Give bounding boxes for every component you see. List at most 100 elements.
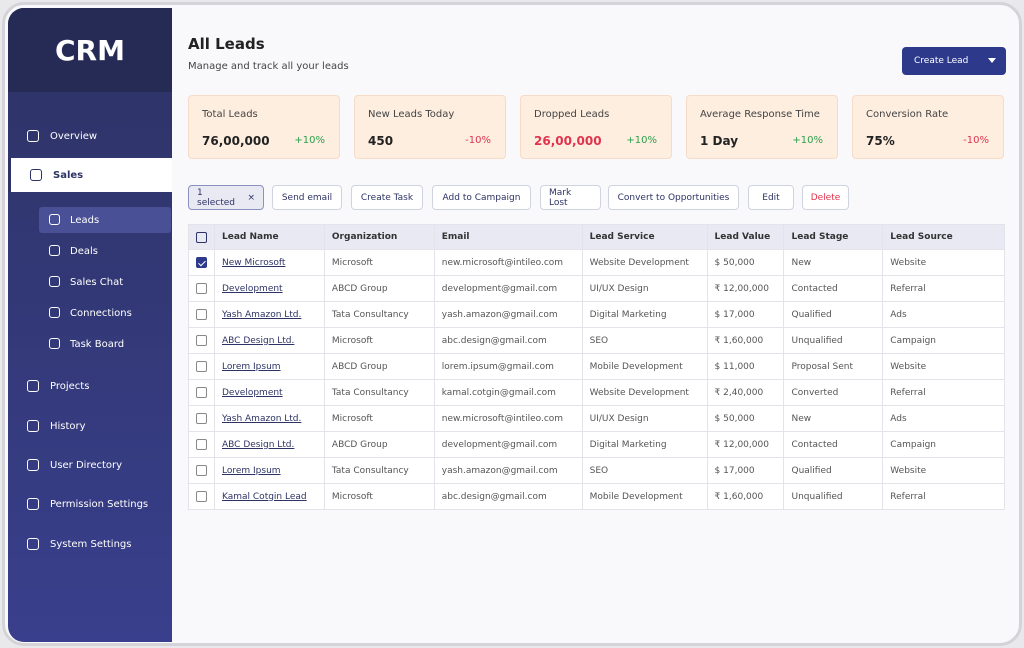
table-row: ABC Design Ltd. ABCD Group development@gma… — [188, 431, 1005, 458]
nav-item[interactable]: Projects — [8, 369, 172, 403]
table-cell: Converted — [783, 379, 884, 406]
checkbox-cell — [188, 379, 215, 406]
sub-nav-item[interactable]: Sales Chat — [39, 269, 171, 295]
action-button[interactable]: Edit — [748, 185, 794, 210]
row-checkbox[interactable] — [196, 491, 207, 502]
nav-icon — [27, 130, 39, 142]
nav-label: Sales — [53, 169, 84, 181]
lead-name-link[interactable]: Yash Amazon Ltd. — [222, 413, 302, 424]
lead-name-link[interactable]: ABC Design Ltd. — [222, 335, 295, 346]
row-checkbox[interactable] — [196, 465, 207, 476]
sub-nav-item[interactable]: Leads — [39, 207, 171, 233]
cell-text: ₹ 1,60,000 — [714, 491, 764, 502]
table-cell: Campaign — [882, 431, 1005, 458]
row-checkbox[interactable] — [196, 413, 207, 424]
cell-text: Qualified — [791, 465, 832, 476]
lead-name-link[interactable]: ABC Design Ltd. — [222, 439, 295, 450]
column-header: Lead Name — [214, 224, 325, 250]
table-cell: Digital Marketing — [581, 301, 708, 328]
table-cell: Qualified — [783, 301, 884, 328]
nav-label: Permission Settings — [50, 498, 149, 510]
table-cell: $ 50,000 — [706, 405, 785, 432]
column-header: Lead Service — [581, 224, 708, 250]
sub-nav-item[interactable]: Task Board — [39, 331, 171, 357]
cell-text: Mobile Development — [589, 491, 683, 502]
lead-name-link[interactable]: Kamal Cotgin Lead — [222, 491, 307, 502]
row-checkbox[interactable] — [196, 335, 207, 346]
action-button[interactable]: Convert to Opportunities — [608, 185, 739, 210]
cell-text: $ 11,000 — [714, 361, 755, 372]
selected-label: 1 selected — [197, 187, 235, 208]
delete-button[interactable]: Delete — [802, 185, 849, 210]
nav-item[interactable]: Permission Settings — [8, 487, 172, 521]
lead-name-link[interactable]: Development — [222, 387, 283, 398]
table-cell: Qualified — [783, 457, 884, 484]
stat-card: Total Leads 76,00,000 +10% — [188, 95, 340, 159]
header-checkbox[interactable] — [196, 231, 207, 243]
action-button[interactable]: Send email — [272, 185, 342, 210]
cell-text: abc.design@gmail.com — [441, 335, 547, 346]
table-cell: Unqualified — [783, 483, 884, 510]
action-button[interactable]: Add to Campaign — [432, 185, 531, 210]
cell-text: Microsoft — [331, 335, 373, 346]
table-cell: New — [783, 249, 884, 276]
lead-name-link[interactable]: Development — [222, 283, 283, 294]
nav-item[interactable]: Sales — [8, 158, 172, 192]
stat-card: Dropped Leads 26,00,000 +10% — [520, 95, 672, 159]
nav-item[interactable]: Overview — [8, 119, 172, 153]
dropdown-caret — [988, 58, 996, 67]
row-checkbox[interactable] — [196, 387, 207, 398]
selected-chip[interactable]: 1 selected × — [188, 185, 264, 210]
nav-label: Overview — [50, 130, 98, 142]
cell-text: Website Development — [589, 387, 689, 398]
cell-text: development@gmail.com — [441, 439, 558, 450]
cell-text: Tata Consultancy — [331, 465, 409, 476]
cell-text: development@gmail.com — [441, 283, 558, 294]
sub-nav-icon — [49, 245, 60, 256]
row-checkbox[interactable] — [196, 309, 207, 320]
table-cell: Tata Consultancy — [323, 301, 435, 328]
nav-item[interactable]: System Settings — [8, 527, 172, 561]
table-cell: Yash Amazon Ltd. — [214, 301, 325, 328]
table-cell: $ 17,000 — [706, 301, 785, 328]
table-cell: Referral — [882, 483, 1005, 510]
action-button[interactable]: Mark Lost — [540, 185, 601, 210]
row-checkbox[interactable] — [196, 361, 207, 372]
lead-name-link[interactable]: Lorem Ipsum — [222, 465, 281, 476]
cell-text: kamal.cotgin@gmail.com — [441, 387, 556, 398]
row-checkbox[interactable] — [196, 439, 207, 450]
cell-text: Microsoft — [331, 257, 373, 268]
create-lead-button[interactable]: Create Lead — [902, 47, 1006, 75]
action-button[interactable]: Create Task — [351, 185, 423, 210]
table-row: Development Tata Consultancy kamal.cotgin@… — [188, 379, 1005, 406]
table-cell: abc.design@gmail.com — [433, 483, 583, 510]
nav-item[interactable]: History — [8, 409, 172, 443]
stat-value: 26,00,000 — [534, 134, 602, 148]
cell-text: Website — [890, 257, 927, 268]
table-cell: Website — [882, 353, 1005, 380]
row-checkbox[interactable] — [196, 283, 207, 294]
stat-change: +10% — [792, 135, 823, 146]
row-checkbox[interactable] — [196, 257, 207, 268]
checkbox-cell — [188, 275, 215, 302]
stat-change: +10% — [294, 135, 325, 146]
nav-item[interactable]: User Directory — [8, 448, 172, 482]
lead-name-link[interactable]: Lorem Ipsum — [222, 361, 281, 372]
table-cell: Website — [882, 457, 1005, 484]
cell-text: UI/UX Design — [589, 413, 649, 424]
sub-nav-item[interactable]: Connections — [39, 300, 171, 326]
cell-text: ₹ 2,40,000 — [714, 387, 764, 398]
table-cell: Referral — [882, 275, 1005, 302]
sub-nav-item[interactable]: Deals — [39, 238, 171, 264]
lead-name-link[interactable]: New Microsoft — [222, 257, 286, 268]
cell-text: New — [791, 413, 812, 424]
table-cell: ABCD Group — [323, 431, 435, 458]
table-cell: SEO — [581, 327, 708, 354]
table-cell: Lorem Ipsum — [214, 353, 325, 380]
nav-icon — [27, 538, 39, 550]
cell-text: Microsoft — [331, 491, 373, 502]
table-cell: yash.amazon@gmail.com — [433, 301, 583, 328]
cell-text: ABCD Group — [331, 361, 388, 372]
lead-name-link[interactable]: Yash Amazon Ltd. — [222, 309, 302, 320]
